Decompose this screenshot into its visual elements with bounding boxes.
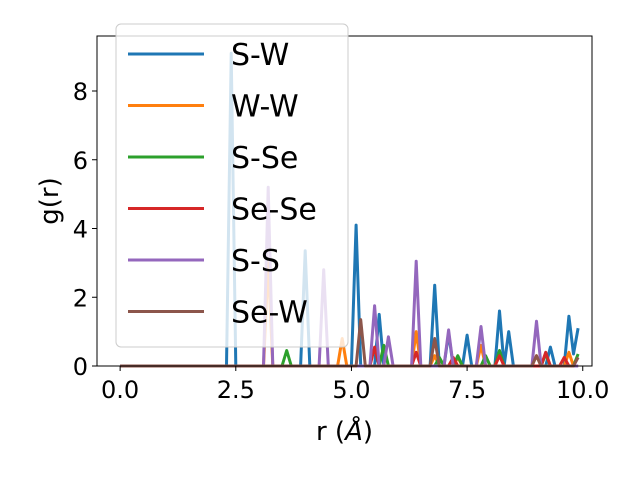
x-tick-label: 2.5 <box>217 376 255 404</box>
x-tick-label: 0.0 <box>101 376 139 404</box>
y-tick-label: 0 <box>73 353 88 381</box>
legend-label: Se-W <box>231 296 308 331</box>
x-tick-label: 5.0 <box>332 376 370 404</box>
y-axis-label: g(r) <box>35 177 65 224</box>
x-ticks: 0.0 2.5 5.0 7.5 10.0 <box>101 366 609 404</box>
series-line-3 <box>120 345 579 368</box>
x-tick-label: 7.5 <box>448 376 486 404</box>
y-tick-label: 8 <box>73 78 88 106</box>
y-ticks: 0 2 4 6 8 <box>73 78 97 381</box>
y-tick-label: 6 <box>73 147 88 175</box>
y-tick-label: 2 <box>73 284 88 312</box>
legend-label: Se-Se <box>231 193 317 228</box>
x-axis-label: r (Å) <box>316 415 373 447</box>
legend-label: S-S <box>231 244 280 279</box>
legend: S-W W-W S-Se Se-Se S-S Se-W <box>115 23 349 348</box>
y-tick-label: 4 <box>73 216 88 244</box>
legend-label: W-W <box>231 90 299 125</box>
x-tick-label: 10.0 <box>556 376 609 404</box>
series-line-2 <box>120 343 580 368</box>
legend-label: S-W <box>231 38 289 73</box>
legend-label: S-Se <box>231 141 298 176</box>
